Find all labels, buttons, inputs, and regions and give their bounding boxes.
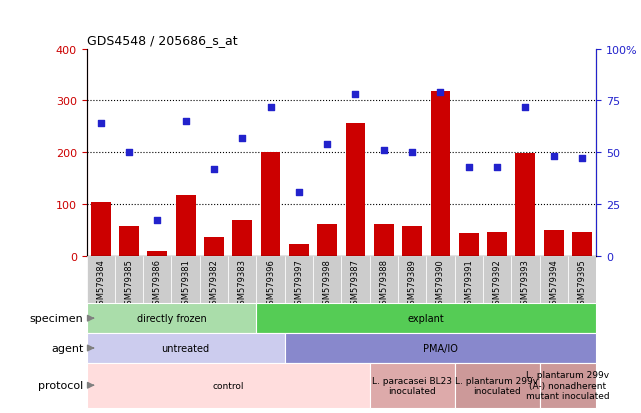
Text: directly frozen: directly frozen	[137, 313, 206, 323]
Bar	[313, 256, 341, 304]
Point	[152, 218, 162, 224]
Point	[265, 104, 276, 111]
Text: GSM579384: GSM579384	[96, 259, 105, 309]
Bar	[544, 231, 563, 256]
Text: GSM579392: GSM579392	[492, 259, 501, 309]
Text: protocol: protocol	[38, 380, 83, 390]
Bar	[540, 256, 568, 304]
Bar	[256, 304, 596, 333]
Bar	[119, 227, 139, 256]
Point	[124, 150, 134, 156]
Bar	[512, 256, 540, 304]
Text: GSM579381: GSM579381	[181, 259, 190, 309]
Text: GSM579394: GSM579394	[549, 259, 558, 309]
Bar	[87, 304, 256, 333]
Bar	[370, 363, 454, 408]
Text: L. plantarum 299v
(A-) nonadherent
mutant inoculated: L. plantarum 299v (A-) nonadherent mutan…	[526, 370, 610, 400]
Bar	[204, 237, 224, 256]
Text: GSM579385: GSM579385	[124, 259, 133, 309]
Point	[463, 164, 474, 171]
Point	[351, 92, 361, 98]
Bar	[568, 256, 596, 304]
Bar	[256, 256, 285, 304]
Point	[435, 90, 445, 96]
Text: L. plantarum 299v
inoculated: L. plantarum 299v inoculated	[456, 376, 538, 395]
Bar	[228, 256, 256, 304]
Point	[209, 166, 219, 173]
Bar	[459, 234, 479, 256]
Point	[577, 156, 587, 162]
Text: GSM579389: GSM579389	[408, 259, 417, 309]
Bar	[87, 363, 370, 408]
Text: GSM579396: GSM579396	[266, 259, 275, 309]
Bar	[143, 256, 172, 304]
Text: control: control	[212, 381, 244, 390]
Bar	[115, 256, 143, 304]
Bar	[370, 256, 398, 304]
Bar	[487, 232, 507, 256]
Text: agent: agent	[51, 343, 83, 353]
Point	[181, 119, 191, 125]
Text: PMA/IO: PMA/IO	[423, 343, 458, 353]
Text: GSM579395: GSM579395	[578, 259, 587, 309]
Point	[294, 189, 304, 195]
Text: GSM579388: GSM579388	[379, 259, 388, 309]
Text: GSM579398: GSM579398	[322, 259, 331, 309]
Bar	[426, 256, 454, 304]
Text: untreated: untreated	[162, 343, 210, 353]
Bar	[87, 333, 285, 363]
Text: GSM579393: GSM579393	[521, 259, 530, 309]
Bar	[374, 224, 394, 256]
Bar	[454, 363, 540, 408]
Text: GSM579387: GSM579387	[351, 259, 360, 309]
Bar	[289, 244, 309, 256]
Bar	[285, 256, 313, 304]
Bar	[91, 203, 111, 256]
Bar	[200, 256, 228, 304]
Point	[492, 164, 502, 171]
Text: GSM579391: GSM579391	[464, 259, 473, 309]
Text: GSM579390: GSM579390	[436, 259, 445, 309]
Text: GSM579386: GSM579386	[153, 259, 162, 309]
Bar	[232, 221, 252, 256]
Bar	[398, 256, 426, 304]
Text: GDS4548 / 205686_s_at: GDS4548 / 205686_s_at	[87, 34, 237, 47]
Point	[237, 135, 247, 142]
Bar	[285, 333, 596, 363]
Text: GSM579397: GSM579397	[294, 259, 303, 309]
Text: GSM579383: GSM579383	[238, 259, 247, 309]
Bar	[345, 123, 365, 256]
Bar	[172, 256, 200, 304]
Bar	[341, 256, 370, 304]
Text: explant: explant	[408, 313, 445, 323]
Point	[322, 141, 332, 148]
Bar	[402, 227, 422, 256]
Bar	[176, 195, 196, 256]
Bar	[87, 256, 115, 304]
Bar	[431, 92, 451, 256]
Bar	[261, 153, 281, 256]
Text: GSM579382: GSM579382	[210, 259, 219, 309]
Bar	[454, 256, 483, 304]
Text: specimen: specimen	[29, 313, 83, 323]
Point	[407, 150, 417, 156]
Point	[549, 154, 559, 160]
Point	[520, 104, 531, 111]
Bar	[572, 232, 592, 256]
Point	[379, 147, 389, 154]
Bar	[147, 251, 167, 256]
Bar	[540, 363, 596, 408]
Bar	[515, 154, 535, 256]
Point	[96, 121, 106, 127]
Text: L. paracasei BL23
inoculated: L. paracasei BL23 inoculated	[372, 376, 452, 395]
Bar	[483, 256, 512, 304]
Bar	[317, 224, 337, 256]
